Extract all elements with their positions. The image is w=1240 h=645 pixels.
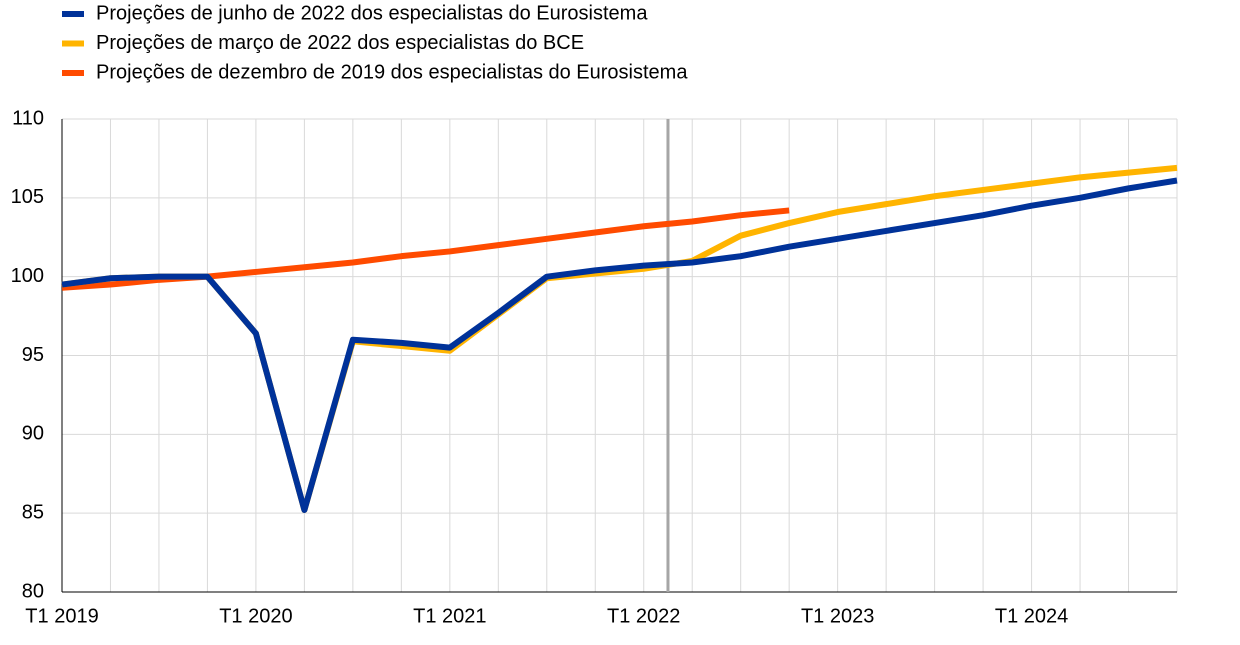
y-tick-label: 110 <box>12 107 44 129</box>
y-tick-label: 100 <box>11 265 44 287</box>
x-tick-label: T1 2021 <box>413 605 486 627</box>
y-tick-label: 85 <box>22 501 44 523</box>
y-tick-label: 90 <box>22 423 44 445</box>
series-line <box>61 164 1178 514</box>
legend-label: Projeções de junho de 2022 dos especiali… <box>96 2 648 24</box>
legend-label: Projeções de dezembro de 2019 dos especi… <box>96 61 688 83</box>
y-tick-label: 105 <box>11 186 44 208</box>
y-tick-label: 95 <box>22 344 44 366</box>
x-tick-label: T1 2019 <box>25 605 98 627</box>
y-tick-label: 80 <box>22 580 44 602</box>
x-tick-label: T1 2024 <box>995 605 1068 627</box>
series-line <box>61 177 1178 514</box>
x-tick-label: T1 2023 <box>801 605 874 627</box>
x-tick-label: T1 2020 <box>219 605 292 627</box>
legend-label: Projeções de março de 2022 dos especiali… <box>96 32 584 54</box>
x-tick-label: T1 2022 <box>607 605 680 627</box>
